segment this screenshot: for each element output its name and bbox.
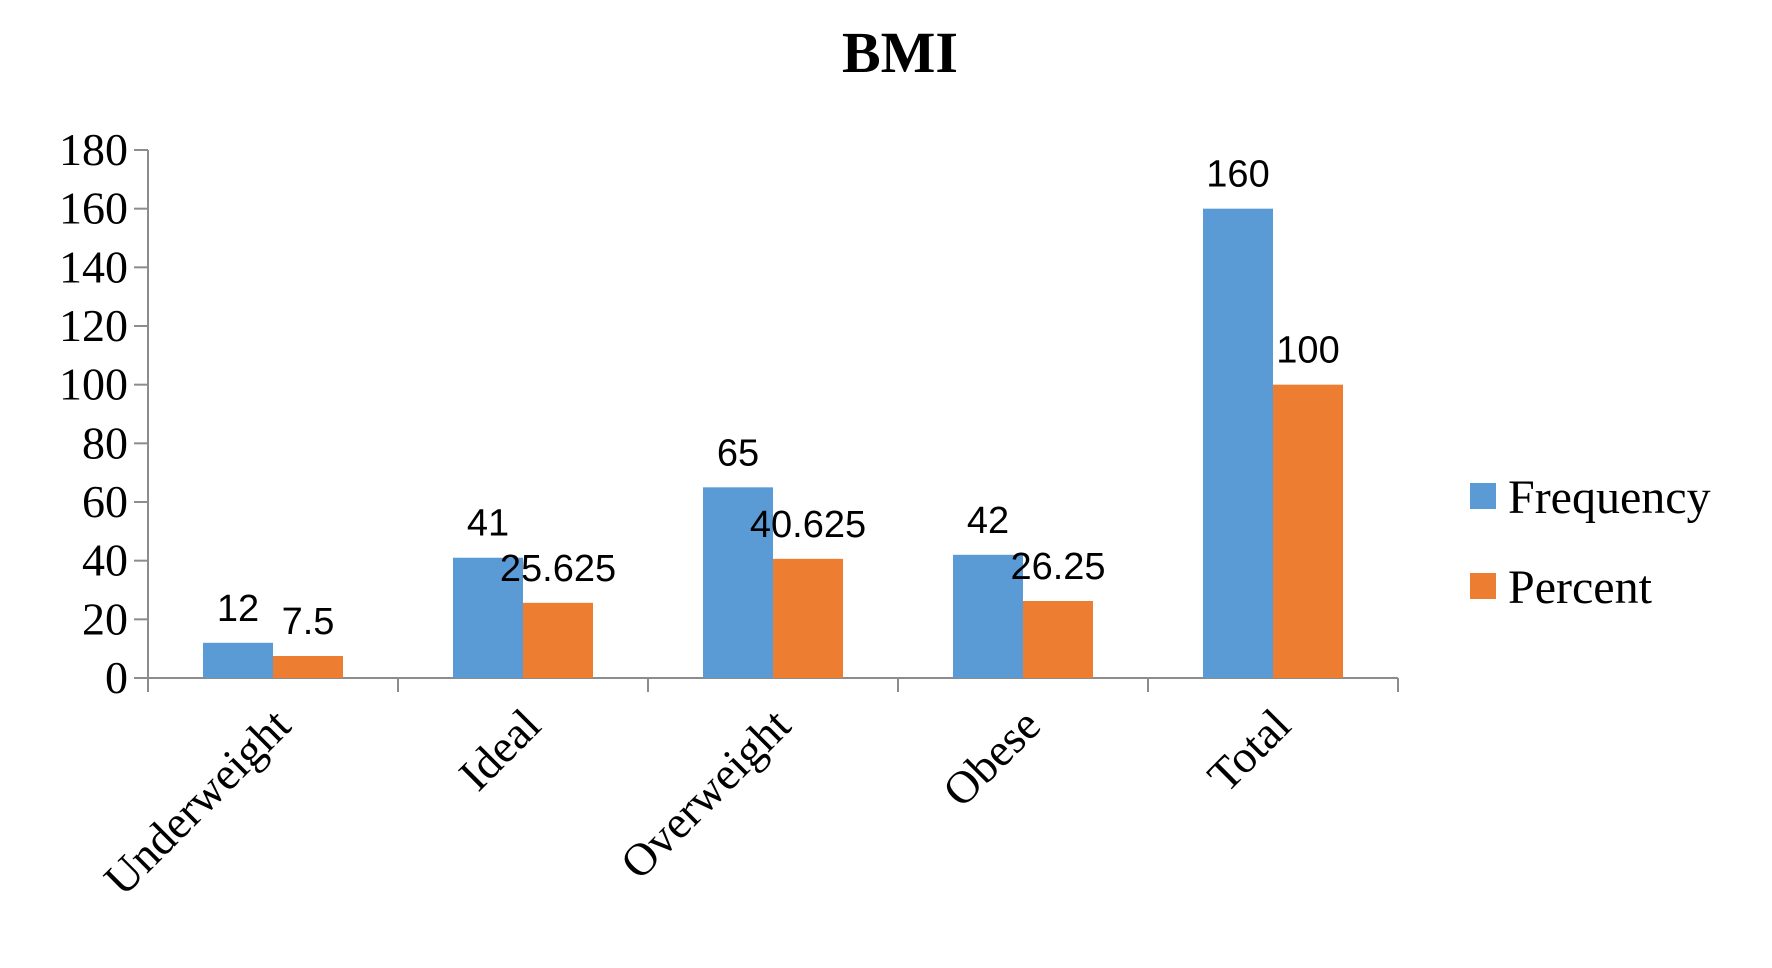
bar-percent-total	[1273, 384, 1343, 678]
data-label: 12	[217, 588, 259, 630]
data-label: 26.25	[1010, 546, 1105, 588]
bar-percent-overweight	[773, 558, 843, 678]
bar-frequency-overweight	[703, 487, 773, 678]
x-category-label: Obese	[933, 699, 1050, 816]
x-category-label: Ideal	[449, 699, 550, 800]
bar-percent-ideal	[523, 602, 593, 678]
bar-frequency-total	[1203, 208, 1273, 678]
legend-swatch-frequency	[1470, 483, 1496, 509]
data-label: 41	[467, 503, 509, 545]
y-tick-label: 120	[59, 300, 128, 351]
x-category-label: Underweight	[94, 699, 300, 905]
bar-frequency-ideal	[453, 557, 523, 678]
x-category-label: Overweight	[610, 699, 800, 889]
bar-percent-obese	[1023, 601, 1093, 678]
y-tick-label: 40	[82, 535, 128, 586]
y-tick-label: 140	[59, 241, 128, 292]
data-label: 100	[1276, 330, 1339, 372]
legend-swatch-percent	[1470, 573, 1496, 599]
y-axis: 0 20 40 60 80 100 120 140 160 180	[59, 124, 149, 703]
data-label: 7.5	[282, 601, 335, 643]
y-tick-label: 160	[59, 183, 128, 234]
data-label: 65	[717, 432, 759, 474]
legend-label-frequency: Frequency	[1508, 471, 1711, 524]
y-tick-label: 20	[82, 593, 128, 644]
y-tick-label: 100	[59, 359, 128, 410]
bar-frequency-underweight	[203, 642, 273, 678]
bar-percent-underweight	[273, 656, 343, 678]
y-tick-label: 0	[105, 652, 128, 703]
x-axis: Underweight Ideal Overweight Obese Total	[94, 677, 1399, 905]
bar-frequency-obese	[953, 554, 1023, 678]
data-label: 25.625	[500, 548, 616, 590]
data-label: 42	[967, 500, 1009, 542]
legend: Frequency Percent	[1470, 471, 1711, 614]
bars	[203, 208, 1343, 678]
y-tick-label: 180	[59, 124, 128, 175]
data-label: 40.625	[750, 504, 866, 546]
legend-label-percent: Percent	[1508, 561, 1653, 614]
chart-title: BMI	[842, 20, 958, 85]
x-category-label: Total	[1198, 699, 1300, 801]
y-tick-label: 80	[82, 417, 128, 468]
data-label: 160	[1206, 154, 1269, 196]
y-tick-label: 60	[82, 476, 128, 527]
